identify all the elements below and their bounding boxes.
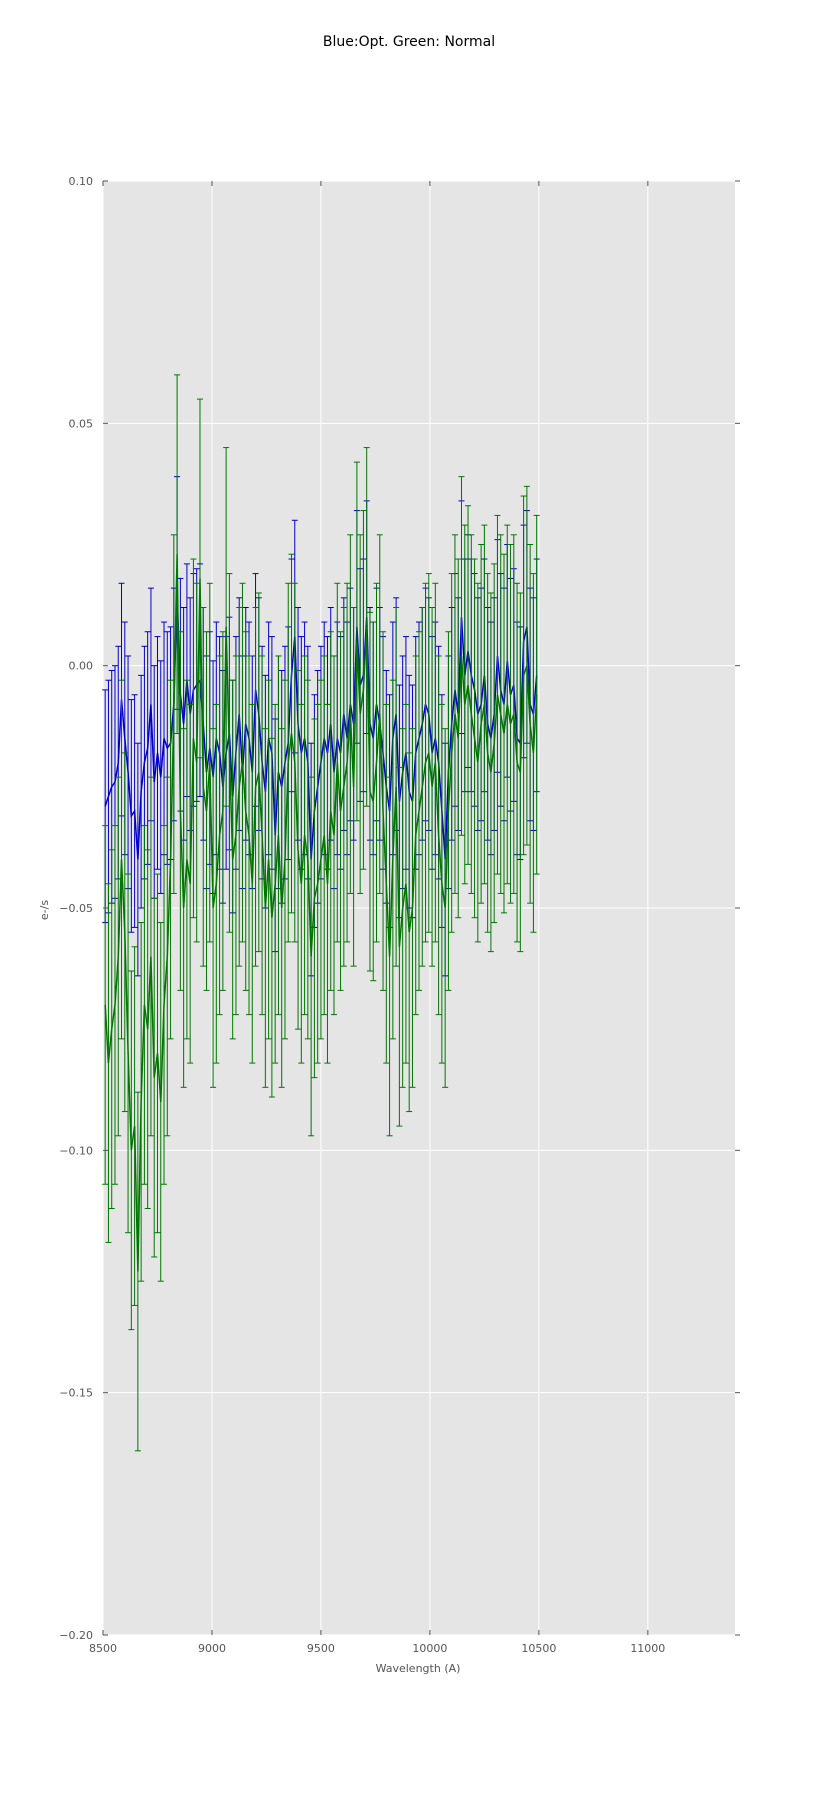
y-tick-label: 0.00 bbox=[69, 660, 94, 673]
x-tick-label: 9500 bbox=[307, 1642, 335, 1655]
x-tick-label: 8500 bbox=[89, 1642, 117, 1655]
series-line bbox=[104, 554, 538, 1272]
y-tick-label: −0.10 bbox=[59, 1144, 93, 1157]
x-tick-label: 10000 bbox=[412, 1642, 447, 1655]
chart-title: Blue:Opt. Green: Normal bbox=[323, 34, 495, 50]
x-axis-label: Wavelength (A) bbox=[376, 1662, 461, 1675]
x-tick-label: 11000 bbox=[630, 1642, 665, 1655]
x-tick-label: 10500 bbox=[521, 1642, 556, 1655]
y-axis-label: e-/s bbox=[38, 900, 51, 920]
error-bar bbox=[350, 607, 357, 967]
y-tick-label: 0.10 bbox=[69, 175, 94, 188]
series-group bbox=[102, 374, 540, 1452]
error-bar bbox=[147, 776, 154, 1137]
x-tick-label: 9000 bbox=[198, 1642, 226, 1655]
series-2 bbox=[102, 374, 540, 1452]
y-tick-label: 0.05 bbox=[69, 417, 94, 430]
y-tick-label: −0.20 bbox=[59, 1629, 93, 1642]
ticks: 8500 9000 9500 10000 10500 11000 −0.20 −0.15 −0.… bbox=[59, 175, 740, 1655]
y-tick-label: −0.05 bbox=[59, 902, 93, 915]
y-tick-label: −0.15 bbox=[59, 1387, 93, 1400]
